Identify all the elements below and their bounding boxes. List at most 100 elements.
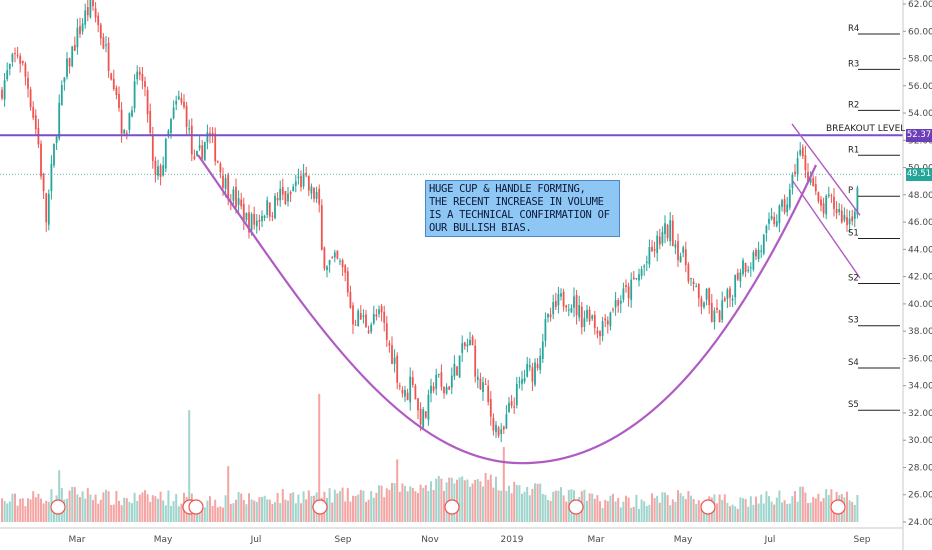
volume-bar (128, 502, 131, 522)
candle-body (279, 188, 282, 201)
volume-bar (32, 491, 35, 522)
candle-body (843, 214, 846, 221)
volume-bar (742, 498, 744, 522)
candle-body (281, 187, 284, 195)
volume-bar (677, 490, 679, 522)
volume-bar (531, 488, 534, 522)
candle-body (822, 203, 825, 214)
breakout-label: BREAKOUT LEVEL (826, 124, 906, 134)
candle-body (500, 429, 503, 435)
volume-bar (97, 503, 100, 522)
candle-body (372, 313, 375, 324)
volume-bar (679, 493, 682, 522)
candle-body (71, 46, 74, 67)
candle-body (315, 191, 318, 199)
candle-body (333, 252, 336, 258)
candle-body (505, 414, 508, 429)
candle-body (180, 98, 183, 103)
volume-bar (341, 487, 344, 522)
volume-bar (198, 505, 201, 522)
volume-bar (474, 479, 477, 522)
candle-body (528, 365, 531, 368)
volume-bar (235, 499, 237, 522)
candle-body (801, 147, 804, 157)
candle-body (658, 236, 661, 245)
candle-body (203, 142, 206, 161)
volume-bar (349, 501, 352, 522)
candle-body (385, 323, 388, 340)
candle-body (638, 274, 640, 281)
candle-body (336, 250, 339, 259)
candle-body (755, 249, 757, 257)
volume-bar (73, 487, 76, 522)
volume-bar (518, 485, 521, 522)
candle-body (1, 89, 3, 99)
volume-bar (47, 501, 50, 522)
volume-bar (144, 490, 146, 522)
volume-bar (3, 501, 6, 522)
candle-body (323, 247, 326, 269)
y-tick-label: 42.00 (908, 273, 932, 283)
volume-bar (307, 490, 310, 522)
candle-body (209, 132, 211, 135)
candle-body (747, 269, 750, 272)
volume-bar (541, 493, 544, 522)
candle-body (508, 402, 510, 412)
candle-body (55, 136, 58, 143)
candle-body (24, 63, 27, 77)
volume-bar (658, 502, 661, 522)
candle-body (185, 105, 188, 127)
volume-bar (105, 489, 107, 522)
y-tick-label: 62.00 (908, 0, 932, 10)
y-tick-label: 48.00 (908, 191, 932, 201)
earnings-marker (312, 499, 328, 515)
volume-bar (146, 494, 149, 522)
candle-body (297, 176, 300, 179)
candle-body (677, 241, 679, 261)
candle-body (619, 300, 622, 304)
candle-body (599, 331, 601, 337)
candle-body (396, 355, 399, 383)
candle-body (536, 364, 539, 369)
candle-body (68, 58, 71, 67)
candle-body (320, 205, 323, 250)
volume-bar (419, 484, 422, 522)
volume-bar (34, 497, 37, 522)
candle-body (513, 406, 516, 408)
candle-body (302, 173, 305, 187)
candle-body (575, 294, 578, 316)
candle-body (531, 367, 534, 382)
candle-body (814, 184, 817, 192)
volume-bar (86, 488, 89, 522)
volume-bar (263, 495, 266, 522)
volume-bar (120, 505, 123, 522)
candle-body (781, 200, 783, 207)
candle-body (401, 390, 404, 394)
candle-body (307, 175, 310, 191)
candle-body (752, 252, 755, 270)
candle-body (687, 264, 690, 282)
candle-body (115, 87, 118, 96)
volume-bar (170, 505, 172, 522)
candle-body (47, 193, 50, 225)
volume-bar (508, 485, 510, 522)
volume-bar (523, 491, 526, 522)
volume-bar (536, 483, 539, 522)
volume-bar (588, 493, 591, 522)
volume-bar (40, 498, 42, 522)
volume-bar (814, 498, 817, 522)
candle-body (417, 398, 419, 411)
candle-body (601, 321, 604, 337)
candle-body (159, 165, 162, 177)
candle-body (461, 343, 464, 353)
candle-body (731, 298, 734, 301)
candle-body (60, 85, 63, 106)
volume-bar (471, 483, 474, 522)
volume-bar (528, 495, 531, 522)
candle-body (346, 271, 349, 293)
candle-body (162, 164, 165, 176)
earnings-marker (444, 499, 460, 515)
volume-bar (721, 499, 724, 522)
candle-body (612, 309, 614, 311)
volume-bar (385, 488, 388, 522)
